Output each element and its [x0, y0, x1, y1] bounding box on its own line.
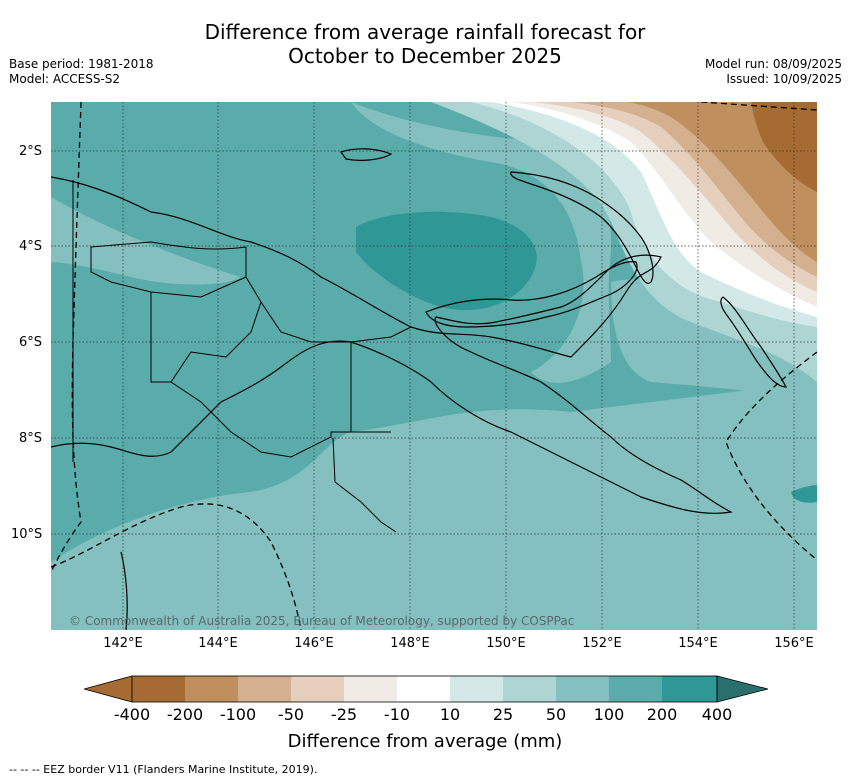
lat-label: 4°S: [19, 239, 43, 254]
lon-label: 150°E: [486, 636, 526, 651]
colorbar-tick: 100: [593, 705, 625, 724]
lon-label: 152°E: [582, 636, 622, 651]
chart-title: Difference from average rainfall forecas…: [0, 20, 850, 68]
border-province-3: [170, 381, 391, 458]
colorbar-segment: [185, 676, 238, 702]
lat-label: 10°S: [11, 527, 43, 542]
copyright-text: © Commonwealth of Australia 2025, Bureau…: [69, 614, 575, 628]
colorbar-tick: -25: [330, 705, 358, 724]
torres-strait-coast: [120, 551, 128, 630]
eez-south: [51, 503, 302, 630]
border-province-6: [332, 437, 397, 533]
colorbar-tick: 400: [701, 705, 733, 724]
field-wet-50-west: [51, 197, 241, 285]
eez-borders: [51, 102, 817, 630]
colorbar-segment: [238, 676, 291, 702]
lon-label: 142°E: [103, 636, 143, 651]
model-name: Model: ACCESS-S2: [9, 72, 121, 86]
new-ireland-coast: [510, 171, 654, 284]
field-wet-50-east: [611, 279, 817, 402]
eez-footnote: -- -- -- EEZ border V11 (Flanders Marine…: [9, 763, 318, 776]
lon-label: 148°E: [390, 636, 430, 651]
colorbar-segment: [556, 676, 609, 702]
colorbar-tick: 10: [439, 705, 461, 724]
title-line-2: October to December 2025: [288, 44, 562, 68]
colorbar: [84, 675, 768, 703]
colorbar-tick: -400: [113, 705, 151, 724]
colorbar-tick: -100: [219, 705, 257, 724]
colorbar-tick: 200: [646, 705, 678, 724]
title-line-1: Difference from average rainfall forecas…: [204, 20, 646, 44]
colorbar-tick: 25: [492, 705, 514, 724]
colorbar-extend-high: [716, 675, 768, 703]
colorbar-segment: [344, 676, 397, 702]
colorbar-extend-low: [84, 675, 133, 703]
lon-label: 146°E: [294, 636, 334, 651]
base-period: Base period: 1981-2018: [9, 57, 154, 71]
run-info: Model run: 08/09/2025 Issued: 10/09/2025: [705, 57, 842, 87]
colorbar-tick: 50: [545, 705, 567, 724]
bougainville-coast: [720, 296, 787, 388]
field-dry-400: [751, 102, 817, 192]
colorbar-tick: -200: [166, 705, 204, 724]
issued-date: Issued: 10/09/2025: [726, 72, 842, 86]
lat-label: 6°S: [19, 335, 43, 350]
colorbar-segment: [291, 676, 344, 702]
colorbar-segment: [503, 676, 556, 702]
manus-coast: [340, 148, 393, 161]
eez-west: [51, 102, 82, 573]
border-province-1: [90, 241, 247, 298]
lat-label: 8°S: [19, 431, 43, 446]
rainfall-map: [51, 102, 817, 630]
field-wet-50-south: [51, 382, 817, 630]
colorbar-segment: [609, 676, 662, 702]
new-britain-coast: [425, 261, 638, 328]
colorbar-label: Difference from average (mm): [287, 731, 563, 752]
field-wet-200-east: [791, 485, 817, 503]
colorbar-segment: [397, 676, 450, 702]
colorbar-tick: -10: [383, 705, 411, 724]
colorbar-frame: [131, 675, 718, 703]
border-province-5: [350, 326, 412, 343]
field-wet-200-core: [356, 211, 537, 311]
model-info: Base period: 1981-2018 Model: ACCESS-S2: [9, 57, 154, 87]
lon-label: 154°E: [678, 636, 718, 651]
border-province-2: [150, 276, 262, 383]
model-run: Model run: 08/09/2025: [704, 57, 842, 71]
field-wet-50-central: [351, 102, 611, 383]
colorbar-segment: [662, 676, 717, 702]
graticule: [51, 102, 817, 630]
colorbar-segment: [450, 676, 503, 702]
lon-label: 156°E: [774, 636, 814, 651]
colorbar-segment: [132, 676, 185, 702]
colorbar-tick: -50: [277, 705, 305, 724]
border-province-4: [260, 301, 352, 432]
lat-label: 2°S: [19, 144, 43, 159]
lon-label: 144°E: [198, 636, 238, 651]
